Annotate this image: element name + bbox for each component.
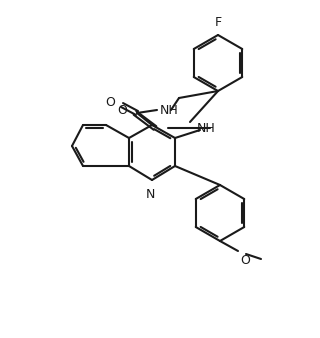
Text: N: N — [145, 188, 155, 201]
Text: O: O — [105, 97, 115, 110]
Text: O: O — [240, 254, 250, 267]
Text: F: F — [214, 16, 221, 29]
Text: O: O — [117, 104, 127, 118]
Text: NH: NH — [160, 103, 179, 117]
Text: NH: NH — [197, 121, 216, 135]
